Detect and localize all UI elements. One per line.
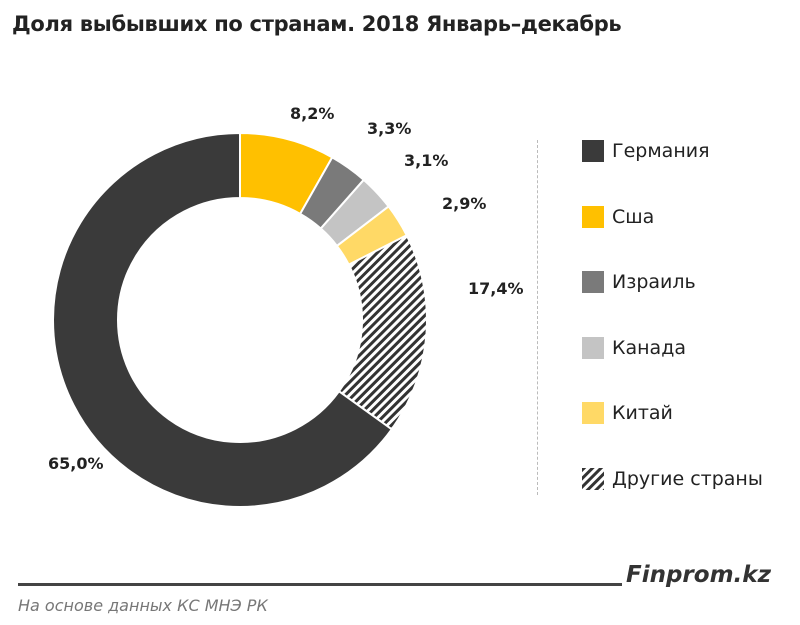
legend-swatch: [582, 271, 604, 293]
data-label: 3,1%: [404, 151, 448, 170]
data-label: 17,4%: [468, 279, 524, 298]
legend-swatch: [582, 402, 604, 424]
brand-logo: Finprom.kz: [626, 562, 771, 588]
legend-label: Другие страны: [612, 467, 763, 490]
legend-item: Германия: [582, 140, 710, 162]
legend-swatch: [582, 336, 604, 359]
data-label: 8,2%: [290, 104, 334, 123]
legend-item: Канада: [582, 336, 686, 359]
source-note: На основе данных КС МНЭ РК: [18, 596, 268, 615]
legend-label: Сша: [612, 205, 655, 228]
legend-label: Израиль: [612, 271, 696, 293]
data-label: 3,3%: [367, 119, 411, 138]
legend-swatch: [582, 467, 604, 490]
legend-item: Другие страны: [582, 467, 763, 490]
legend-label: Германия: [612, 140, 710, 162]
legend-item: Китай: [582, 402, 673, 424]
data-label: 65,0%: [48, 454, 104, 473]
legend-item: Сша: [582, 205, 655, 228]
legend-swatch: [582, 205, 604, 228]
legend-swatch: [582, 140, 604, 162]
data-label: 2,9%: [442, 194, 486, 213]
slice-Германия: [52, 131, 394, 508]
footer-rule: [18, 583, 622, 586]
legend-label: Китай: [612, 402, 673, 424]
legend-item: Израиль: [582, 271, 696, 293]
legend-divider: [537, 140, 538, 495]
legend-label: Канада: [612, 336, 686, 359]
chart-title: Доля выбывших по странам. 2018 Январь–де…: [12, 12, 622, 36]
